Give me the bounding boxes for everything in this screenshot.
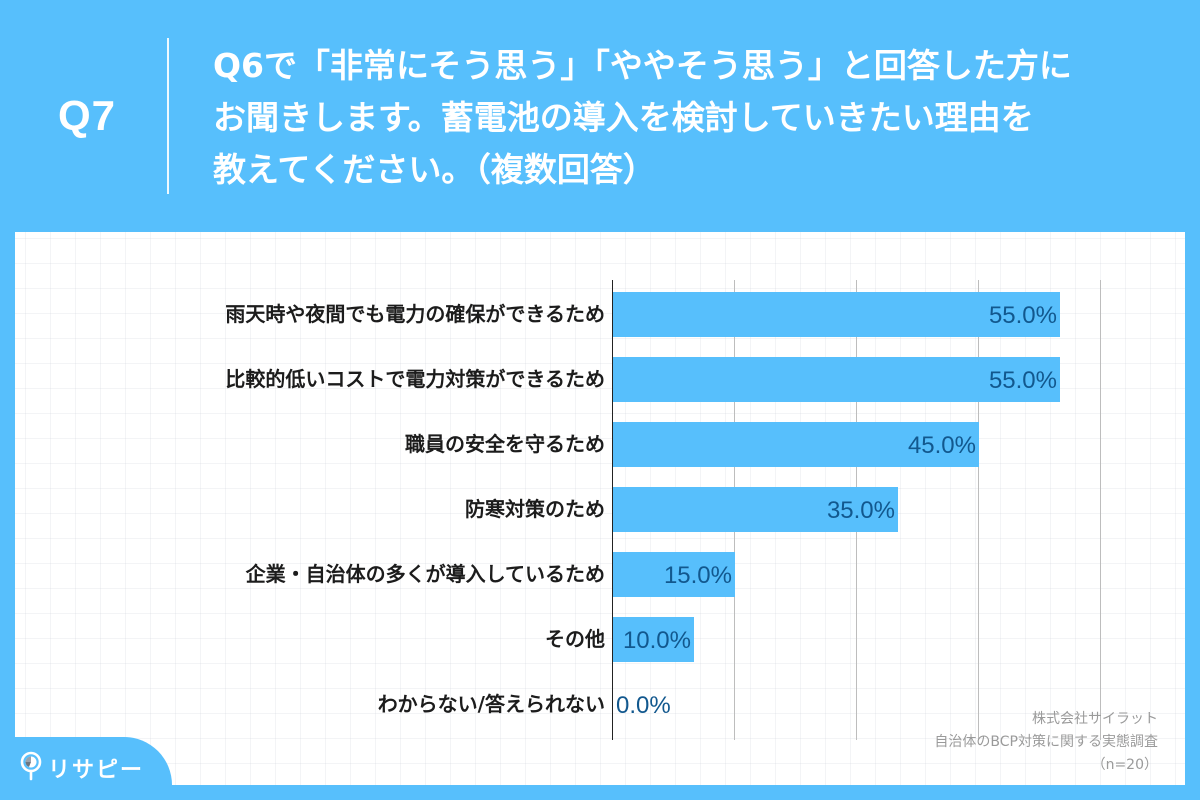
category-row: わからない/答えられない	[15, 682, 605, 727]
value-label: 55.0%	[988, 367, 1057, 394]
question-number: Q7	[58, 92, 117, 139]
brand-logo: リサピー	[20, 751, 145, 785]
value-label: 15.0%	[663, 562, 732, 589]
source-survey: 自治体のBCP対策に関する実態調査	[934, 734, 1158, 750]
category-label: 防寒対策のため	[465, 497, 605, 521]
value-label: 0.0%	[616, 692, 671, 719]
question-text: Q6で「非常にそう思う」「ややそう思う」と回答した方に お聞きします。蓄電池の導…	[213, 40, 1173, 196]
category-row: 職員の安全を守るため	[15, 422, 605, 467]
category-label: わからない/答えられない	[377, 692, 605, 716]
category-row: 企業・自治体の多くが導入しているため	[15, 552, 605, 597]
source-note: 株式会社サイラット 自治体のBCP対策に関する実態調査 （n=20）	[934, 708, 1158, 777]
bar	[613, 487, 898, 532]
value-label: 35.0%	[826, 497, 895, 524]
bar	[613, 617, 694, 662]
gridline	[1100, 280, 1101, 740]
bottom-border	[0, 785, 1200, 800]
question-line-2: お聞きします。蓄電池の導入を検討していきたい理由を	[213, 98, 1034, 137]
gridline	[978, 280, 979, 740]
category-label: 企業・自治体の多くが導入しているため	[245, 562, 605, 586]
bar-chart-plot: 55.0% 55.0% 45.0% 35.0% 15.0% 10.0% 0.0%	[612, 280, 1102, 740]
bar	[613, 422, 979, 467]
y-axis-line	[612, 280, 613, 740]
category-label: 職員の安全を守るため	[405, 432, 605, 456]
category-row: 防寒対策のため	[15, 487, 605, 532]
source-sample: （n=20）	[1091, 757, 1158, 773]
category-labels: 雨天時や夜間でも電力の確保ができるため 比較的低いコストで電力対策ができるため …	[15, 0, 605, 800]
bar	[613, 357, 1060, 402]
brand-name: リサピー	[48, 758, 145, 783]
category-row: その他	[15, 617, 605, 662]
source-company: 株式会社サイラット	[1032, 711, 1158, 727]
category-label: その他	[545, 627, 605, 651]
value-label: 10.0%	[622, 627, 691, 654]
bar	[613, 552, 735, 597]
category-label: 雨天時や夜間でも電力の確保ができるため	[225, 302, 605, 326]
category-row: 比較的低いコストで電力対策ができるため	[15, 357, 605, 402]
logo-tab	[0, 737, 172, 800]
category-label: 比較的低いコストで電力対策ができるため	[225, 367, 605, 391]
pin-pie-icon	[20, 751, 42, 785]
category-row: 雨天時や夜間でも電力の確保ができるため	[15, 292, 605, 337]
value-label: 55.0%	[988, 302, 1057, 329]
question-line-1: Q6で「非常にそう思う」「ややそう思う」と回答した方に	[213, 46, 1072, 85]
question-line-3: 教えてください。（複数回答）	[213, 150, 656, 189]
header: Q7 Q6で「非常にそう思う」「ややそう思う」と回答した方に お聞きします。蓄電…	[0, 0, 1200, 232]
header-divider	[167, 38, 169, 194]
value-label: 45.0%	[907, 432, 976, 459]
bar	[613, 292, 1060, 337]
